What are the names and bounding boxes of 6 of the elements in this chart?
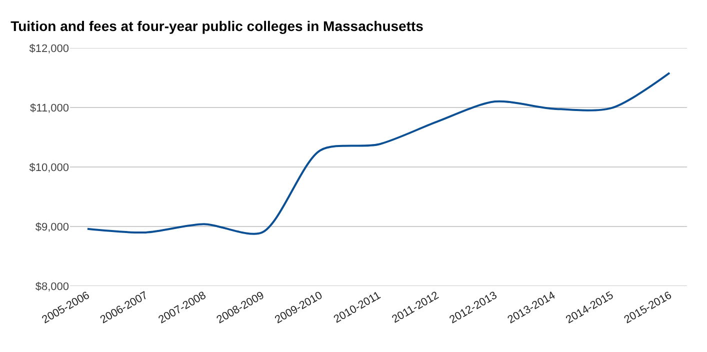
chart-title: Tuition and fees at four-year public colleges in Massachusetts <box>10 18 424 34</box>
y-tick-label: $10,000 <box>29 162 69 174</box>
y-tick-label: $11,000 <box>30 102 69 114</box>
y-tick-label: $8,000 <box>35 280 69 293</box>
y-tick-label: $12,000 <box>29 42 69 55</box>
y-tick-label: $9,000 <box>35 221 69 234</box>
